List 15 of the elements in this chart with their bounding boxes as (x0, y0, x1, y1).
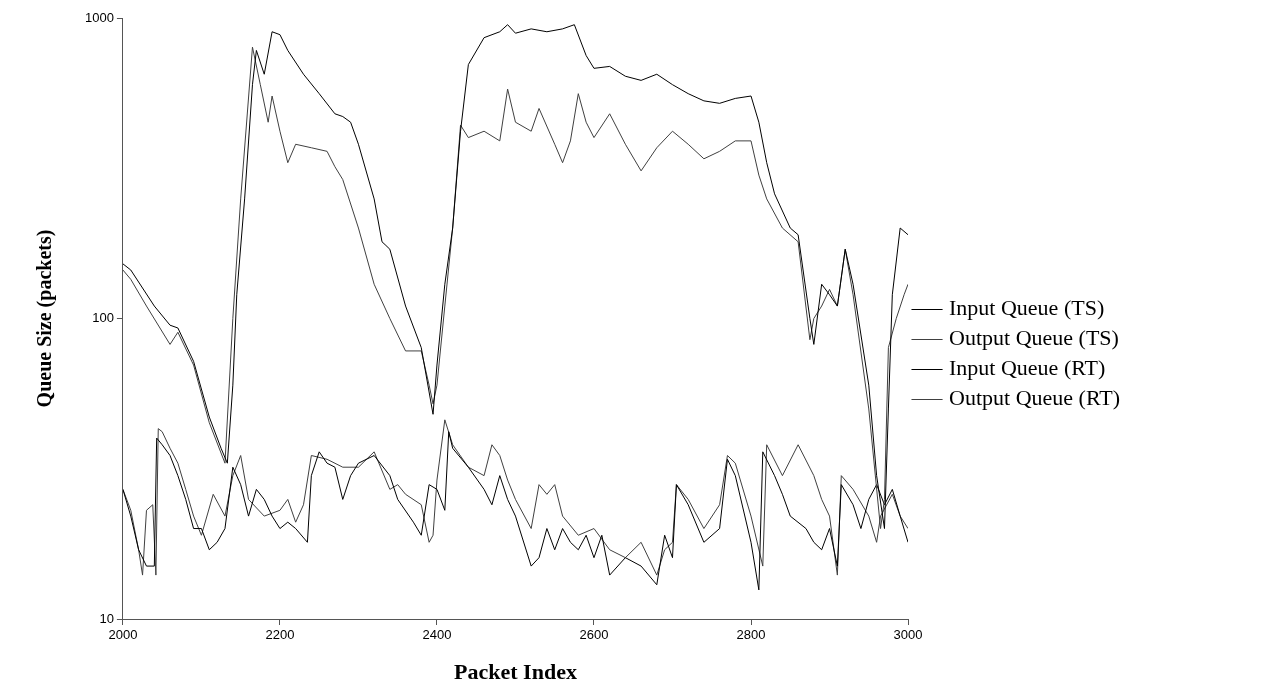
legend-label: Input Queue (TS) (949, 295, 1105, 321)
legend-label: Output Queue (RT) (949, 385, 1121, 411)
x-tick-label: 2000 (108, 627, 138, 643)
legend-label: Input Queue (RT) (949, 355, 1106, 381)
y-axis-title: Queue Size (packets) (33, 229, 57, 408)
x-tick-label: 2200 (265, 627, 295, 643)
x-tick-label: 3000 (893, 627, 923, 643)
y-tick-label: 10 (99, 610, 114, 626)
x-axis-title: Packet Index (454, 659, 577, 685)
x-tick-label: 2800 (736, 627, 766, 643)
legend-label: Output Queue (TS) (949, 325, 1119, 351)
x-tick-label: 2400 (422, 627, 452, 643)
y-tick-label: 100 (92, 310, 114, 326)
y-tick-label: 1000 (85, 9, 114, 25)
x-tick-label: 2600 (579, 627, 609, 643)
